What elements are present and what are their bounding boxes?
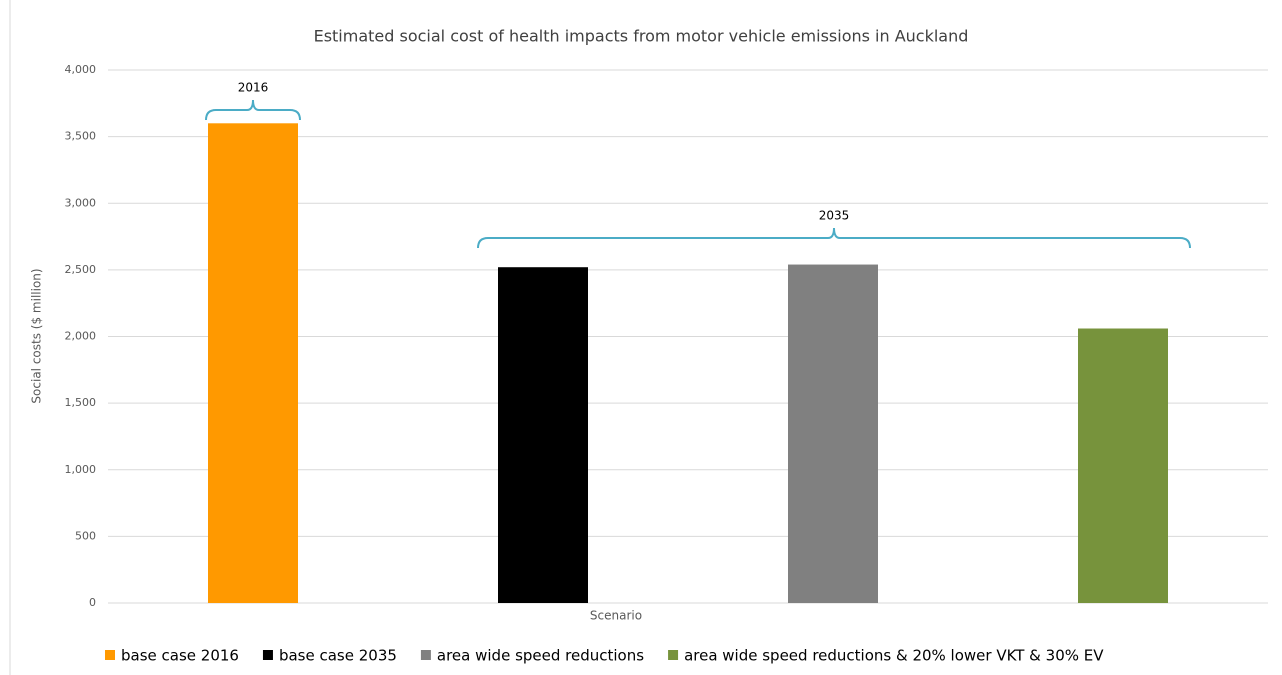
- annotation: 2016: [238, 81, 269, 95]
- brace: [477, 227, 1191, 249]
- chart-title: Estimated social cost of health impacts …: [314, 27, 969, 46]
- y-tick-label: 1,000: [65, 463, 97, 476]
- bar: [1078, 328, 1168, 603]
- y-tick-label: 1,500: [65, 396, 97, 409]
- y-tick-label: 2,500: [65, 263, 97, 276]
- legend-swatch: [105, 650, 115, 660]
- bar: [788, 264, 878, 603]
- y-tick-label: 2,000: [65, 330, 97, 343]
- legend-label: base case 2035: [279, 647, 397, 665]
- y-tick-label: 4,000: [65, 63, 97, 76]
- y-tick-label: 3,000: [65, 196, 97, 209]
- bar: [208, 123, 298, 604]
- y-tick-label: 500: [75, 529, 96, 542]
- legend-label: base case 2016: [121, 647, 239, 665]
- y-tick-label: 0: [89, 596, 96, 609]
- x-axis-label: Scenario: [590, 609, 642, 623]
- annotation: 2035: [819, 209, 850, 223]
- legend-swatch: [668, 650, 679, 660]
- brace: [205, 99, 301, 121]
- legend-swatch: [262, 650, 273, 660]
- y-axis-label: Social costs ($ million): [30, 268, 44, 403]
- bar: [498, 267, 588, 603]
- legend-label: area wide speed reductions: [437, 647, 644, 665]
- legend-label: area wide speed reductions & 20% lower V…: [684, 647, 1104, 665]
- legend-swatch: [420, 650, 431, 660]
- y-tick-label: 3,500: [65, 130, 97, 143]
